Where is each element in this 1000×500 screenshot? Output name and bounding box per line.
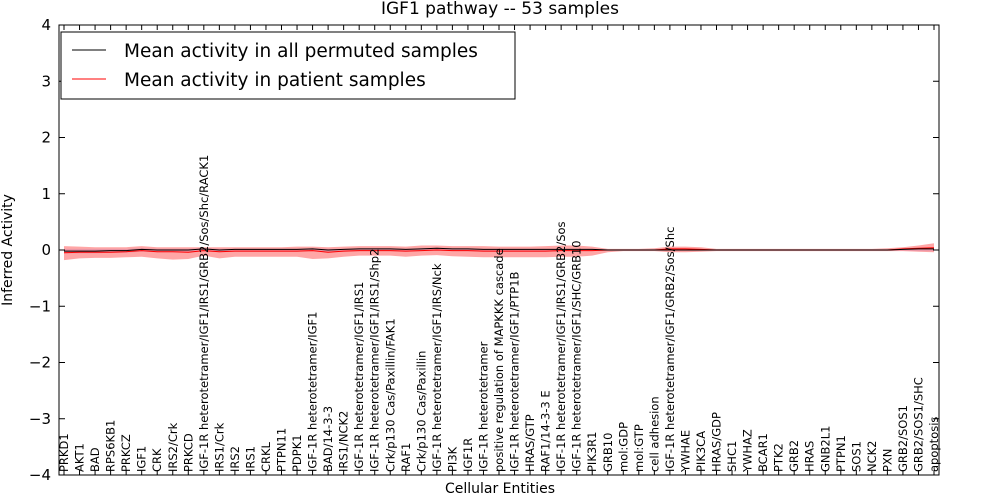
x-tick-label: apoptosis [927,417,941,472]
x-tick-label: IRS2/Crk [166,422,180,472]
x-tick-label: IGF-1R heterotetramer/IGF1/GRB2/Sos/Shc [663,227,677,472]
x-tick-label: AKT1 [73,443,87,472]
x-tick-label: IGF-1R heterotetramer/IGF1/PTP1B [508,271,522,472]
x-tick-label: HRAS/GDP [710,412,724,472]
x-tick-label: IRS2 [228,446,242,472]
y-tick-label: 4 [41,16,51,34]
x-tick-label: RPS6KB1 [104,420,118,472]
x-tick-label: BAD/14-3-3 [321,406,335,472]
x-tick-label: PIK3CA [694,431,708,472]
x-tick-label: HRAS/GTP [523,414,537,472]
x-tick-label: SHC1 [725,441,739,472]
chart-title: IGF1 pathway -- 53 samples [381,0,619,19]
x-tick-label: NCK2 [865,441,879,473]
x-tick-label: BCAR1 [756,433,770,472]
x-tick-label: PDPK1 [290,434,304,472]
x-tick-label: IGF-1R heterotetramer/IGF1 [306,312,320,472]
x-tick-label: IGF-1R heterotetramer/IGF1/SHC/GRB10 [570,240,584,472]
x-tick-label: PTK2 [772,443,786,472]
y-tick-label: 3 [41,72,51,90]
x-tick-label: PRKD1 [57,433,71,472]
x-tick-label: RAF1/14-3-3 E [539,390,553,472]
band-patient [64,243,934,261]
y-tick-label: −4 [29,466,51,484]
x-tick-label: Crk/p130 Cas/Paxillin [414,351,428,472]
y-tick-label: 1 [41,185,51,203]
legend-label-permuted: Mean activity in all permuted samples [124,41,478,62]
x-tick-label: IGF-1R heterotetramer/IGF1/IRS1/GRB2/Sos [554,221,568,472]
x-tick-label: GRB2/SOS1 [896,405,910,472]
x-tick-label: Crk/p130 Cas/Paxillin/FAK1 [383,318,397,472]
x-tick-label: PIK3R1 [585,432,599,473]
y-tick-label: 2 [41,129,51,147]
x-tick-label: IGF-1R heterotetramer/IGF1/IRS1/Shp2 [368,249,382,472]
series-line-permuted [64,247,934,252]
x-tick-label: IGF-1R heterotetramer/IGF1/IRS/Nck [430,263,444,472]
x-tick-label: IGF-1R heterotetramer/IGF1/IRS1 [352,282,366,472]
legend-frame [60,31,516,100]
x-tick-label: PTPN11 [275,428,289,472]
x-tick-label: CRK [150,448,164,472]
x-tick-label: cell adhesion [647,396,661,472]
x-axis-label: Cellular Entities [445,481,555,497]
x-tick-label: PXN [880,449,894,472]
y-axis: −4 −3 −2 −1 0 1 2 3 4 [29,16,939,484]
y-tick-label: 0 [41,241,51,259]
legend: Mean activity in all permuted samples Me… [60,31,516,100]
x-tick-label: RAF1 [399,443,413,472]
x-tick-label: YWHAZ [741,429,755,473]
x-tick-label: IRS1/NCK2 [337,411,351,472]
x-tick-label: GRB10 [601,433,615,472]
x-tick-label: PRKCD [181,433,195,472]
x-tick-label: SOS1 [849,441,863,472]
x-tick-label: mol:GTP [632,424,646,472]
x-tick-label: GRB2/SOS1/SHC [911,377,925,472]
x-tick-label: PI3K [445,446,459,472]
y-tick-label: −3 [29,410,51,428]
x-tick-label: HRAS [803,441,817,472]
x-tick-label: IRS1 [243,446,257,472]
y-tick-label: −2 [29,354,51,372]
x-tick-label: YWHAE [678,430,692,473]
legend-label-patient: Mean activity in patient samples [124,70,426,91]
x-tick-label: IRS1/Crk [212,422,226,472]
y-tick-label: −1 [29,297,51,315]
x-tick-label: CRKL [259,441,273,472]
x-tick-label: IGF1 [135,446,149,472]
x-tick-label: positive regulation of MAPKKK cascade [492,248,506,472]
x-tick-label: IGF-1R heterotetramer/IGF1/IRS1/GRB2/Sos… [197,155,211,472]
series-layer [63,247,935,254]
x-tick-label: PTPN1 [834,435,848,472]
x-tick-label: mol:GDP [616,422,630,472]
x-tick-label: GNB2L1 [818,426,832,472]
x-tick-label: PRKCZ [119,434,133,472]
x-tick-label: GRB2 [787,440,801,472]
x-axis: PRKD1 AKT1 BAD RPS6KB1 PRKCZ IGF1 CRK IRS2/Crk P… [57,25,941,475]
x-tick-label: IGF-1R heterotetramer [476,341,490,472]
x-tick-label: BAD [88,447,102,472]
y-axis-label: Inferred Activity [0,194,16,306]
x-tick-label: IGF1R [461,438,475,472]
